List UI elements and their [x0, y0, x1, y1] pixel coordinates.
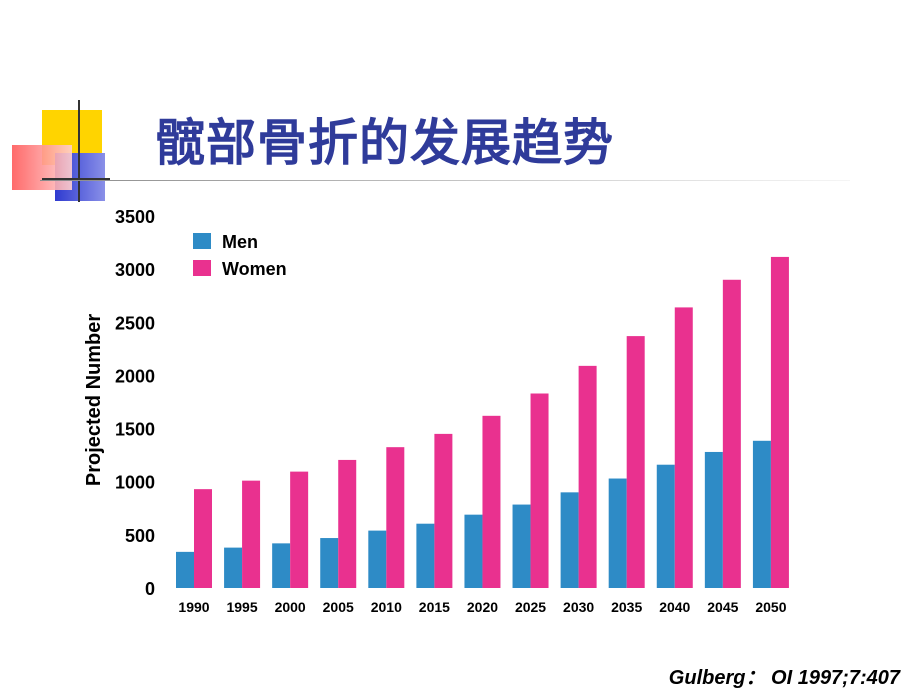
x-tick-label: 2030: [563, 599, 594, 615]
decor-horizontal-line: [42, 178, 110, 180]
bar-men-2025: [512, 504, 531, 588]
y-tick-label: 2500: [115, 313, 155, 333]
legend-label-women: Women: [222, 259, 287, 279]
bar-men-2005: [320, 538, 339, 588]
bar-women-2030: [578, 365, 597, 588]
x-tick-label: 1995: [226, 599, 257, 615]
bar-men-1990: [176, 551, 194, 588]
legend-swatch-men: [193, 233, 211, 249]
bar-women-2040: [674, 307, 693, 588]
bar-men-2010: [368, 530, 387, 588]
y-axis-label: Projected Number: [83, 314, 105, 486]
bar-women-2050: [770, 256, 789, 588]
bar-men-1995: [224, 547, 243, 588]
bar-women-2025: [530, 393, 549, 588]
title-divider: [40, 180, 850, 181]
y-tick-label: 3500: [115, 207, 155, 227]
bar-men-2040: [656, 464, 675, 588]
bar-men-2020: [464, 514, 483, 588]
x-tick-label: 2035: [611, 599, 642, 615]
bar-women-2010: [386, 447, 405, 588]
x-tick-label: 2010: [371, 599, 402, 615]
bar-men-2000: [272, 543, 291, 588]
x-tick-label: 2050: [755, 599, 786, 615]
y-tick-label: 3000: [115, 260, 155, 280]
x-tick-label: 2040: [659, 599, 690, 615]
legend-label-men: Men: [222, 232, 258, 252]
decor-red-square: [12, 145, 72, 190]
decor-vertical-line: [78, 100, 80, 202]
bar-women-1990: [194, 489, 212, 588]
x-tick-label: 2000: [275, 599, 306, 615]
x-tick-label: 1990: [178, 599, 209, 615]
bar-men-2035: [608, 478, 627, 588]
bar-men-2045: [704, 451, 723, 588]
y-tick-label: 0: [145, 579, 155, 599]
x-tick-label: 2020: [467, 599, 498, 615]
bar-women-2000: [290, 471, 309, 588]
x-tick-label: 2025: [515, 599, 546, 615]
bar-women-2015: [434, 433, 453, 588]
y-tick-label: 2000: [115, 366, 155, 386]
bar-women-2045: [722, 279, 741, 588]
bar-women-2020: [482, 415, 501, 588]
page-title: 髋部骨折的发展趋势: [155, 114, 614, 172]
citation: Gulberg： OI 1997;7:407: [668, 667, 900, 689]
bar-women-2005: [338, 459, 357, 588]
bar-men-2030: [560, 492, 579, 588]
y-tick-label: 1000: [115, 473, 155, 493]
bar-women-2035: [626, 336, 645, 588]
x-tick-label: 2005: [323, 599, 354, 615]
y-tick-label: 500: [125, 526, 155, 546]
x-tick-label: 2015: [419, 599, 450, 615]
y-tick-label: 1500: [115, 420, 155, 440]
bar-women-1995: [242, 480, 261, 588]
x-tick-label: 2045: [707, 599, 738, 615]
bar-men-2050: [752, 440, 771, 588]
bar-men-2015: [416, 523, 435, 588]
legend-swatch-women: [193, 260, 211, 276]
